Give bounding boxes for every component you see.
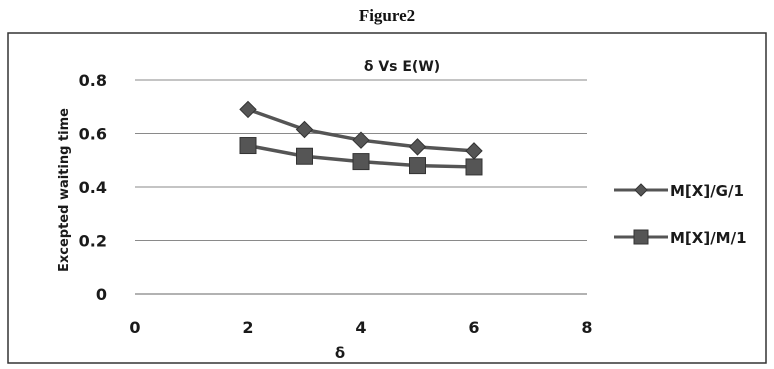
data-point-square <box>296 147 313 165</box>
data-point-square <box>352 153 370 171</box>
chart-area-border <box>7 32 767 364</box>
x-tick-label: 0 <box>129 318 140 337</box>
data-point-square <box>409 157 426 175</box>
y-tick-label: 0.6 <box>79 125 107 144</box>
series-layer <box>239 100 483 176</box>
data-point-square <box>239 137 257 155</box>
y-tick-label: 0.8 <box>79 71 107 90</box>
chart-title: δ Vs E(W) <box>364 59 440 75</box>
y-axis-label: Excepted waiting time <box>57 108 72 272</box>
x-tick-label: 4 <box>355 318 366 337</box>
y-tick-label: 0 <box>96 285 107 304</box>
data-point-diamond <box>408 138 427 156</box>
y-tick-label: 0.2 <box>79 232 107 251</box>
data-point-square <box>465 158 483 176</box>
data-point-diamond <box>352 131 370 149</box>
x-axis-label: δ <box>335 344 345 362</box>
data-point-diamond <box>634 183 648 197</box>
legend-label-1: M[X]/G/1 <box>670 182 744 200</box>
x-tick-label: 8 <box>581 318 592 337</box>
tick-labels: 0 0.2 0.4 0.6 0.8 0 2 4 6 8 <box>79 71 593 337</box>
legend-label-2: M[X]/M/1 <box>670 229 747 247</box>
data-point-diamond <box>295 120 314 139</box>
x-tick-label: 6 <box>468 318 479 337</box>
legend: M[X]/G/1 M[X]/M/1 <box>614 182 747 247</box>
figure-caption: Figure2 <box>358 6 416 25</box>
x-tick-label: 2 <box>242 318 253 337</box>
data-point-square <box>633 229 649 245</box>
data-point-diamond <box>239 100 257 119</box>
y-tick-label: 0.4 <box>79 178 107 197</box>
